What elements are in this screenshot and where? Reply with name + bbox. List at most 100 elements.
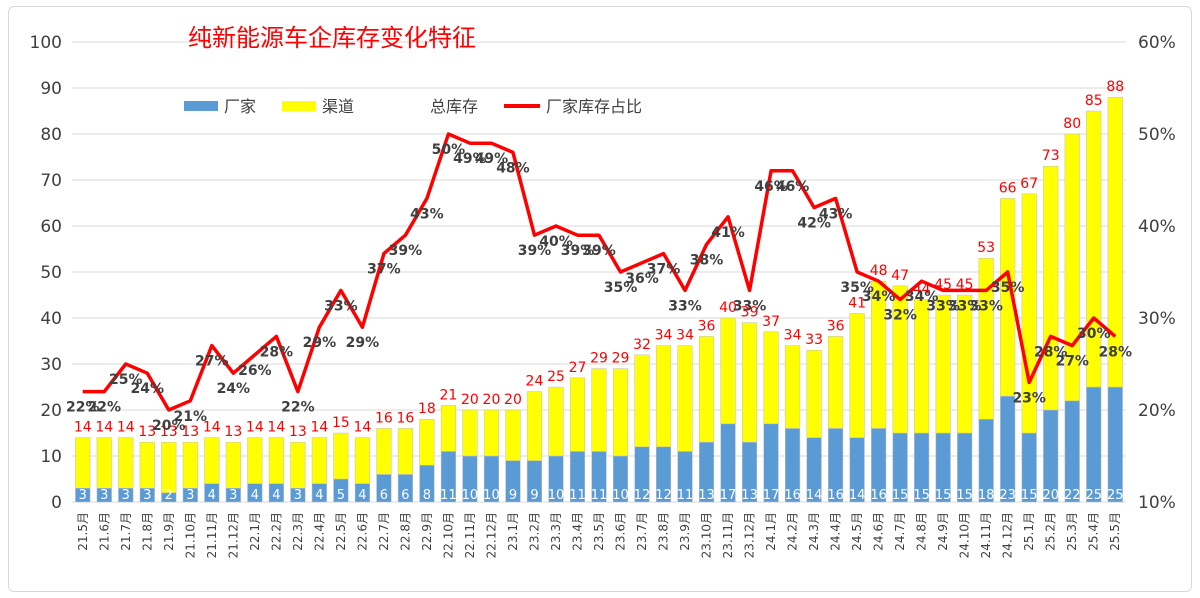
- x-tick-label: 22.10月: [441, 512, 455, 558]
- maker-value-label: 4: [315, 488, 323, 503]
- bar-maker: [1064, 400, 1080, 503]
- maker-value-label: 13: [698, 488, 715, 503]
- bar-channel: [75, 437, 91, 489]
- maker-value-label: 16: [784, 488, 801, 503]
- bar-channel: [548, 386, 564, 457]
- share-value-label: 33%: [668, 298, 702, 314]
- x-tick-label: 23.6月: [614, 512, 628, 551]
- bar-channel: [333, 432, 349, 480]
- left-axis: 0 10 20 30 40 50 60 70 80 90 100: [30, 33, 62, 513]
- maker-value-label: 15: [935, 488, 952, 503]
- chart-frame: [8, 6, 1192, 592]
- total-value-label: 13: [138, 424, 156, 440]
- maker-value-label: 16: [870, 488, 887, 503]
- x-axis-labels: 21.5月 21.6月 21.7月 21.8月 21.9月 21.10月 21.11月 21.…: [76, 512, 1122, 558]
- maker-value-label: 4: [272, 488, 280, 503]
- maker-value-label: 17: [720, 488, 737, 503]
- maker-value-label: 25: [1085, 488, 1102, 503]
- total-value-label: 48: [870, 263, 888, 279]
- total-value-label: 41: [848, 295, 866, 311]
- bar-channel: [1000, 198, 1016, 397]
- total-value-label: 14: [117, 420, 135, 436]
- maker-value-label: 5: [337, 488, 345, 503]
- x-tick-label: 21.9月: [162, 512, 176, 551]
- x-tick-label: 22.1月: [248, 512, 262, 551]
- share-value-label: 27%: [195, 354, 229, 370]
- x-tick-label: 22.8月: [398, 512, 412, 551]
- share-value-label: 24%: [217, 381, 251, 397]
- bar-channel: [763, 331, 779, 425]
- bars: 3 3 3 3 2 3 4 3 4 4 3 4 5 4 6 6 8 11 10 10 9 9 10 11 11 10 12 12 11 1…: [75, 96, 1124, 503]
- share-value-label: 23%: [1012, 390, 1046, 406]
- maker-value-label: 4: [208, 488, 216, 503]
- bar-channel: [935, 294, 951, 434]
- total-value-label: 14: [95, 420, 113, 436]
- bar-channel: [247, 437, 263, 484]
- share-value-label: 28%: [260, 344, 294, 360]
- legend-label-share: 厂家库存占比: [546, 97, 642, 116]
- total-value-label: 66: [999, 180, 1017, 196]
- x-tick-label: 22.12月: [484, 512, 498, 558]
- total-value-label: 13: [224, 424, 242, 440]
- bar-channel: [612, 368, 629, 457]
- total-value-label: 34: [676, 328, 694, 344]
- x-tick-label: 22.11月: [463, 512, 477, 558]
- maker-value-label: 12: [634, 488, 651, 503]
- x-tick-label: 23.5月: [592, 512, 606, 551]
- left-axis-tick: 60: [40, 217, 62, 237]
- share-value-label: 36%: [625, 271, 659, 287]
- bar-channel: [892, 285, 908, 434]
- legend-label-channel: 渠道: [322, 97, 354, 116]
- x-tick-label: 24.11月: [979, 512, 993, 558]
- right-axis-tick: 40%: [1138, 217, 1176, 237]
- share-value-label: 20%: [152, 418, 186, 434]
- share-value-label: 49%: [475, 151, 509, 167]
- left-axis-tick: 30: [40, 355, 62, 375]
- right-axis: 10% 20% 30% 40% 50% 60%: [1138, 33, 1176, 513]
- total-value-label: 14: [353, 420, 371, 436]
- left-axis-tick: 10: [40, 447, 62, 467]
- share-value-label: 28%: [1098, 344, 1132, 360]
- maker-value-label: 6: [401, 488, 409, 503]
- x-tick-label: 23.4月: [570, 512, 584, 551]
- total-value-label: 13: [181, 424, 199, 440]
- maker-value-label: 4: [358, 488, 366, 503]
- share-value-label: 26%: [238, 363, 272, 379]
- total-value-label: 13: [160, 424, 178, 440]
- total-value-label: 14: [246, 420, 264, 436]
- maker-value-label: 15: [892, 488, 909, 503]
- maker-value-label: 15: [956, 488, 973, 503]
- maker-value-label: 10: [483, 488, 500, 503]
- total-value-label: 24: [526, 374, 544, 390]
- share-value-label: 39%: [561, 243, 595, 259]
- share-value-label: 39%: [582, 243, 616, 259]
- total-value-label: 29: [612, 351, 630, 367]
- maker-value-label: 10: [612, 488, 629, 503]
- maker-value-label: 20: [1042, 488, 1059, 503]
- left-axis-tick: 0: [51, 493, 62, 513]
- bar-maker: [1086, 386, 1102, 503]
- right-axis-tick: 30%: [1138, 309, 1176, 329]
- bar-channel: [569, 377, 586, 452]
- total-value-label: 73: [1042, 148, 1060, 164]
- maker-value-label: 11: [569, 488, 586, 503]
- bar-channel: [1064, 133, 1080, 402]
- maker-value-label: 10: [462, 488, 479, 503]
- x-tick-label: 24.6月: [872, 512, 886, 551]
- x-tick-label: 23.7月: [635, 512, 649, 551]
- legend-label-maker: 厂家: [224, 97, 256, 116]
- x-tick-label: 21.7月: [119, 512, 133, 551]
- maker-value-label: 3: [100, 488, 108, 503]
- x-tick-label: 21.10月: [183, 512, 197, 558]
- bar-channel: [354, 437, 370, 484]
- share-value-label: 32%: [883, 308, 917, 324]
- maker-value-label: 11: [677, 488, 694, 503]
- share-value-label: 46%: [776, 179, 810, 195]
- share-value-label: 39%: [389, 243, 423, 259]
- bar-channel: [806, 349, 822, 438]
- share-value-label: 42%: [797, 216, 831, 232]
- bar-channel: [1107, 96, 1123, 388]
- total-value-label: 27: [569, 360, 587, 376]
- total-value-label: 20: [461, 392, 479, 408]
